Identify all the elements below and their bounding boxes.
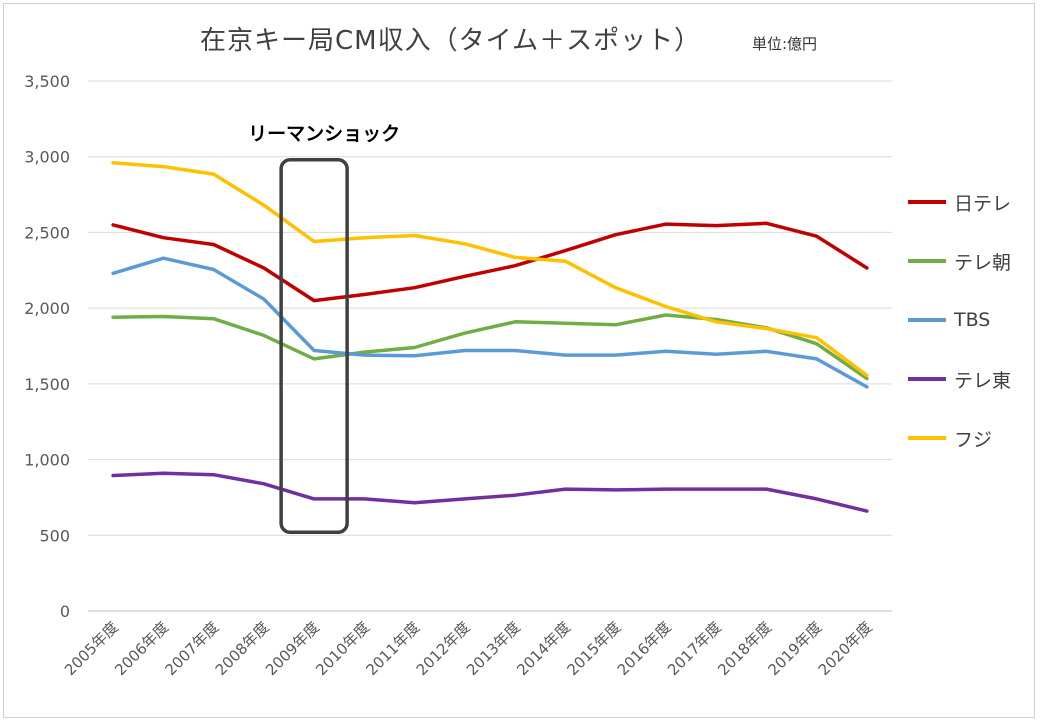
legend-item: テレ東 — [908, 367, 1012, 392]
legend-item: テレ朝 — [908, 249, 1012, 274]
legend-swatch — [908, 377, 946, 381]
legend-item: TBS — [908, 308, 990, 332]
x-tick-label: 2015年度 — [564, 618, 625, 679]
y-tick-label: 1,500 — [24, 375, 70, 394]
highlight-box — [279, 158, 349, 535]
legend-swatch — [908, 436, 946, 440]
legend-item: フジ — [908, 426, 993, 451]
y-tick-label: 500 — [39, 526, 70, 545]
unit-label: 単位:億円 — [752, 35, 818, 53]
x-tick-label: 2005年度 — [61, 618, 122, 679]
x-tick-label: 2017年度 — [664, 618, 725, 679]
x-tick-label: 2011年度 — [363, 618, 424, 679]
x-tick-label: 2018年度 — [714, 618, 775, 679]
series-line-フジ — [111, 161, 869, 378]
legend-swatch — [908, 318, 946, 322]
series-line-テレ東 — [111, 471, 869, 513]
y-tick-label: 0 — [60, 602, 70, 621]
legend-label: テレ朝 — [954, 251, 1012, 274]
x-tick-label: 2016年度 — [614, 618, 675, 679]
y-tick-label: 3,000 — [24, 148, 70, 167]
y-tick-label: 2,000 — [24, 299, 70, 318]
x-tick-label: 2010年度 — [312, 618, 373, 679]
y-tick-label: 3,500 — [24, 72, 70, 91]
legend-swatch — [908, 259, 946, 263]
series-line-TBS — [111, 256, 869, 389]
legend-label: テレ東 — [954, 369, 1012, 392]
x-tick-label: 2007年度 — [162, 618, 223, 679]
x-tick-label: 2020年度 — [815, 618, 876, 679]
series-line-テレ朝 — [111, 313, 869, 381]
chart-title: 在京キー局CM収入（タイム＋スポット） — [200, 26, 702, 56]
x-tick-label: 2008年度 — [212, 618, 273, 679]
x-tick-label: 2006年度 — [111, 618, 172, 679]
x-tick-label: 2009年度 — [262, 618, 323, 679]
x-tick-label: 2012年度 — [413, 618, 474, 679]
x-tick-label: 2014年度 — [513, 618, 574, 679]
legend-label: フジ — [954, 428, 993, 451]
annotation-label: リーマンショック — [248, 123, 400, 145]
x-tick-label: 2019年度 — [765, 618, 826, 679]
chart-frame — [3, 3, 1035, 718]
legend-label: 日テレ — [954, 192, 1012, 215]
y-tick-label: 1,000 — [24, 451, 70, 470]
x-tick-label: 2013年度 — [463, 618, 524, 679]
legend-label: TBS — [954, 309, 991, 331]
legend-item: 日テレ — [908, 190, 1012, 215]
y-tick-label: 2,500 — [24, 223, 70, 242]
series-line-日テレ — [111, 221, 869, 303]
legend-swatch — [908, 200, 946, 204]
